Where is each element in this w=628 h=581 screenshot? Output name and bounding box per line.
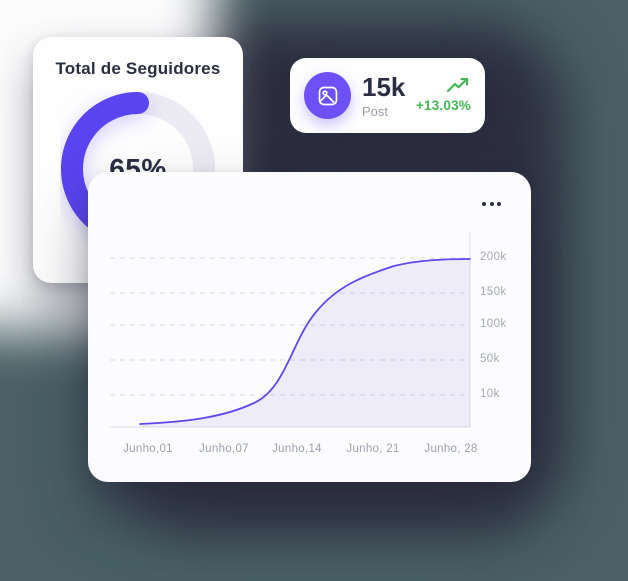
post-stat-card: 15k Post +13.03% — [290, 58, 485, 133]
post-count-value: 15k — [362, 72, 406, 102]
card-menu-button[interactable] — [478, 198, 505, 210]
menu-dot — [497, 202, 501, 206]
y-tick-100k: 100k — [480, 318, 507, 330]
series-line — [139, 258, 471, 425]
y-tick-150k: 150k — [480, 286, 507, 298]
growth-chart-card: 200k 150k 100k 50k 10k Junho,01 Junho,07… — [88, 172, 531, 482]
post-trend-block: +13.03% — [416, 78, 471, 113]
x-tick-junho-07: Junho,07 — [199, 443, 249, 455]
trending-up-icon — [447, 78, 469, 92]
menu-dot — [482, 202, 486, 206]
post-stat-texts: 15k Post — [362, 72, 416, 119]
image-icon — [318, 86, 337, 105]
post-change-percent: +13.03% — [415, 98, 471, 113]
x-tick-junho-14: Junho,14 — [272, 443, 322, 455]
area-chart-plot — [110, 232, 471, 428]
y-tick-200k: 200k — [480, 251, 507, 263]
post-icon-badge — [304, 72, 351, 119]
series-area-fill — [140, 259, 470, 427]
followers-card-title: Total de Seguidores — [55, 59, 221, 78]
x-tick-junho-21: Junho, 21 — [346, 443, 400, 455]
menu-dot — [489, 202, 494, 206]
y-tick-10k: 10k — [480, 388, 500, 400]
post-count-label: Post — [362, 104, 389, 119]
x-tick-junho-01: Junho,01 — [123, 443, 173, 455]
y-tick-50k: 50k — [480, 353, 500, 365]
x-tick-junho-28: Junho, 28 — [424, 443, 478, 455]
